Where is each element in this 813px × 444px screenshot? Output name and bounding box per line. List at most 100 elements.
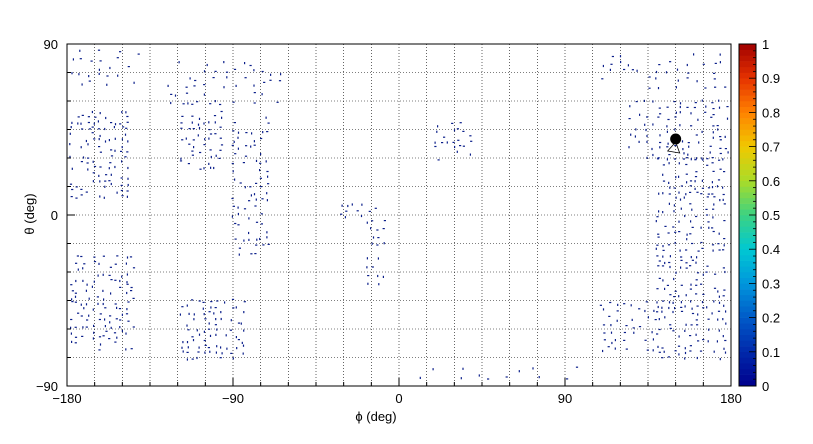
data-point [724,135,726,138]
data-point [648,76,651,78]
data-point [198,333,201,336]
data-point [667,356,670,358]
data-point [170,101,172,105]
data-point [96,296,99,298]
data-point [616,310,619,312]
data-point [686,63,688,67]
data-point [678,162,680,165]
data-point [648,87,651,89]
data-point [80,255,83,258]
data-point [220,317,222,321]
data-point [113,332,117,334]
data-point [92,160,94,163]
data-point [655,247,657,250]
data-point [215,333,217,336]
data-point [203,313,205,316]
data-point [609,301,612,304]
data-point [658,318,660,321]
data-point [714,62,717,64]
data-point [668,202,670,205]
colorbar-band [739,192,756,199]
data-point [109,162,112,164]
data-point [86,162,89,164]
data-point [658,277,661,279]
colorbar-band [739,380,756,387]
data-point [232,170,234,173]
data-point [104,180,107,182]
data-point [221,352,223,355]
data-point [377,257,379,260]
data-point [719,168,722,170]
data-point [213,312,215,315]
data-point [237,136,239,139]
data-point [679,198,682,201]
x-tick-label: −180 [52,391,81,406]
data-point [232,205,235,207]
data-point [614,339,616,342]
data-point [234,153,237,155]
data-point [243,329,245,332]
data-point [198,117,201,120]
data-point [661,357,664,359]
data-point [210,306,212,309]
data-point [187,102,189,105]
data-point [685,267,688,269]
data-point [99,112,101,115]
data-point [683,196,685,199]
data-point [361,203,363,206]
colorbar-tick-label: 1 [762,37,769,52]
colorbar-band [739,180,756,187]
y-tick-label: 90 [44,37,58,52]
data-point [82,156,85,159]
data-point [98,68,100,71]
colorbar-band [739,78,756,85]
data-point [695,293,698,295]
data-point [212,77,215,79]
data-point [601,78,604,80]
data-point [682,158,685,160]
data-point [666,158,668,161]
data-point [662,255,664,258]
data-point [226,76,228,79]
colorbar-band [739,340,756,347]
data-point [186,324,188,327]
data-point [682,148,684,151]
colorbar-band [739,152,756,159]
data-point [193,85,196,87]
data-point [708,328,710,331]
data-point [651,331,653,334]
data-point [724,339,727,342]
data-point [610,324,612,327]
data-point [701,247,704,249]
data-point [687,142,690,144]
data-point [203,122,205,125]
data-point [191,121,193,124]
data-point [371,266,374,268]
data-point [685,294,687,297]
data-point [711,312,713,315]
data-point [726,106,729,108]
data-point [685,163,688,166]
data-point [716,340,718,343]
data-point [366,266,368,269]
data-point [254,205,257,207]
colorbar-band [739,243,756,250]
data-point [260,153,262,156]
data-point [625,348,628,350]
data-point [685,323,687,326]
data-point [108,338,111,340]
colorbar-band [739,289,756,296]
data-point [214,100,216,103]
data-point [119,279,121,283]
data-point [87,116,90,118]
data-point [235,84,237,87]
data-point [432,368,434,371]
data-point [137,53,140,55]
data-point [691,226,694,228]
data-point [119,319,122,321]
data-point [669,186,671,189]
data-point [623,331,626,334]
data-point [374,207,377,209]
data-point [93,122,95,125]
data-point [675,271,677,274]
